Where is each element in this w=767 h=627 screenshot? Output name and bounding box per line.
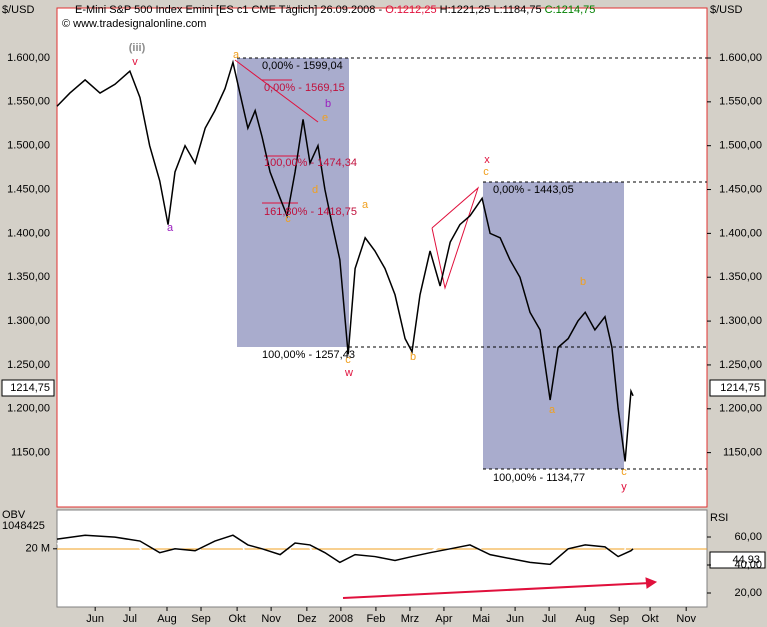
high-low: H:1221,25 L:1184,75 [440, 4, 542, 16]
title: E-Mini S&P 500 Index Emini [ES c1 CME Tä… [75, 4, 595, 16]
annotation: a [362, 199, 369, 211]
x-tick-label: Jul [542, 613, 556, 625]
x-tick-label: Nov [261, 613, 281, 625]
annotation: 161,80% - 1418,75 [264, 206, 357, 218]
y-tick-label: 1.200,00 [7, 403, 50, 415]
annotation: a [167, 222, 174, 234]
y-tick-label: 20,00 [734, 587, 762, 599]
trend-line [234, 59, 319, 123]
x-tick-label: Dez [297, 613, 317, 625]
last-price-box [709, 379, 766, 397]
rsi-title: RSI [710, 512, 728, 524]
y-tick-label: 60,00 [734, 531, 762, 543]
annotation: 100,00% - 1134,77 [493, 472, 585, 484]
annotation: 0,00% - 1443,05 [493, 184, 574, 196]
x-tick-label: Jul [123, 613, 137, 625]
y-tick-label: 1.450,00 [7, 183, 50, 195]
y-tick-label: 1.400,00 [719, 227, 762, 239]
y-tick-label: 1150,00 [11, 447, 50, 459]
arrow-head [645, 577, 658, 589]
price-line [56, 59, 634, 462]
x-tick-label: Jun [506, 613, 524, 625]
x-tick-label: Sep [609, 613, 629, 625]
rsi-value: 44,93 [732, 554, 760, 566]
annotation: b [325, 98, 331, 110]
indicator-line [56, 524, 634, 581]
title-text: E-Mini S&P 500 Index Emini [ES c1 CME Tä… [75, 4, 382, 16]
annotation: b [580, 276, 586, 288]
annotation: x [484, 154, 490, 166]
y-tick-label: 1.350,00 [7, 271, 50, 283]
annotation: c [483, 166, 489, 178]
annotation: e [322, 112, 328, 124]
annotation: c [621, 466, 627, 478]
trend-line [431, 186, 480, 290]
y-tick-label: 1.350,00 [719, 271, 762, 283]
y-tick-label: 1150,00 [723, 447, 762, 459]
x-tick-label: Okt [229, 613, 246, 625]
annotation: 0,00% - 1569,15 [264, 82, 345, 94]
x-tick-label: Sep [191, 613, 211, 625]
x-tick-label: Apr [435, 613, 452, 625]
y-tick-label: 1.300,00 [719, 315, 762, 327]
y-tick-label: 1.300,00 [7, 315, 50, 327]
annotation: 100,00% - 1474,34 [264, 157, 357, 169]
obv-value: 1048425 [2, 520, 45, 532]
y-tick-label: 40,00 [734, 559, 762, 571]
x-tick-label: Mai [472, 613, 490, 625]
x-tick-label: Okt [642, 613, 659, 625]
annotation: d [312, 184, 318, 196]
indicator-line [56, 534, 634, 566]
annotation: v [132, 56, 138, 68]
y-tick-label: 1.550,00 [719, 96, 762, 108]
annotation: 0,00% - 1599,04 [262, 60, 343, 72]
annotation: 100,00% - 1257,43 [262, 349, 355, 361]
open-value: O:1212,25 [385, 4, 436, 16]
annotation: c [345, 354, 351, 366]
y-tick-label: 1.500,00 [719, 140, 762, 152]
currency-label: $/USD [2, 4, 34, 16]
x-tick-label: Mrz [401, 613, 419, 625]
annotation: w [344, 367, 353, 379]
x-tick-label: Aug [157, 613, 177, 625]
annotation: b [410, 351, 416, 363]
y-tick-label: 1.250,00 [719, 359, 762, 371]
y-tick-label: 1.250,00 [7, 359, 50, 371]
y-tick-label: 1.550,00 [7, 96, 50, 108]
annotation: c [285, 213, 291, 225]
divergence-arrow [342, 582, 651, 599]
fib-box [483, 182, 624, 469]
y-tick-label: 1.600,00 [719, 52, 762, 64]
obv-title: OBV [2, 509, 26, 521]
x-tick-label: Jun [86, 613, 104, 625]
last-price: 1214,75 [10, 382, 50, 394]
close-value: C:1214,75 [545, 4, 596, 16]
trend-lines [234, 59, 658, 599]
copyright: © www.tradesignalonline.com [62, 18, 206, 30]
y-tick-label: 1.600,00 [7, 52, 50, 64]
x-tick-label: Aug [575, 613, 595, 625]
last-price-box [1, 379, 55, 397]
x-tick-label: 2008 [329, 613, 353, 625]
y-tick-label: 1.500,00 [7, 140, 50, 152]
y-tick-label: 1.400,00 [7, 227, 50, 239]
fib-lines [237, 57, 707, 470]
annotation: y [621, 481, 627, 493]
annotation: (iii) [129, 42, 146, 54]
rsi-value-box [709, 551, 766, 569]
y2-tick-label: 20 M [26, 543, 50, 555]
x-tick-label: Nov [676, 613, 696, 625]
last-price: 1214,75 [720, 382, 760, 394]
annotation: a [549, 404, 556, 416]
x-tick-label: Feb [366, 613, 385, 625]
annotation: a [233, 49, 240, 61]
y-tick-label: 1.200,00 [719, 403, 762, 415]
currency-label: $/USD [710, 4, 742, 16]
y-tick-label: 1.450,00 [719, 183, 762, 195]
